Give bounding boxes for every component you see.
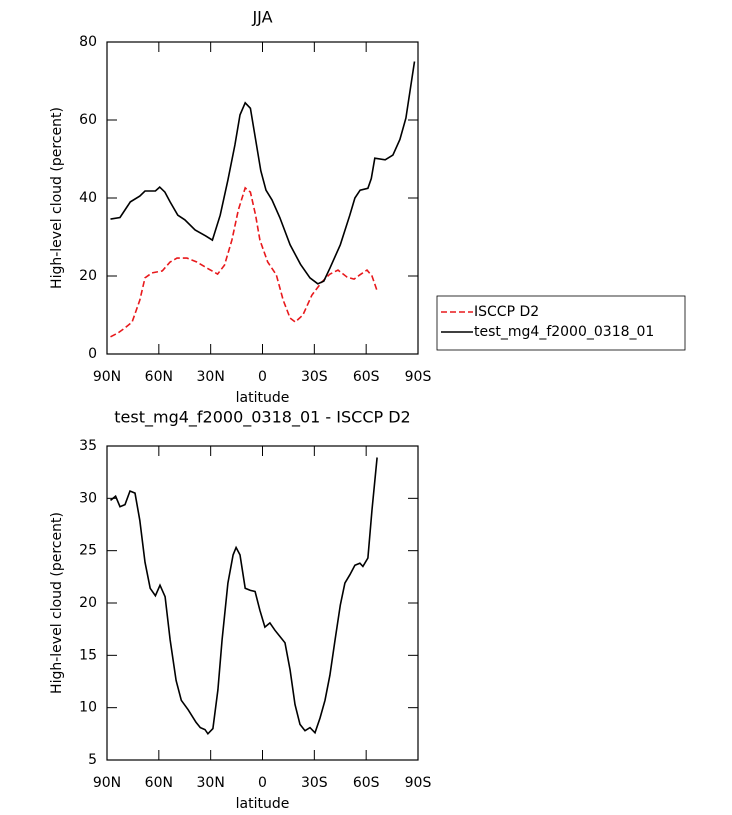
x-tick-label: 30N (197, 775, 225, 791)
x-tick-label: 60N (145, 775, 173, 791)
line-series (110, 186, 378, 338)
line-series (109, 457, 378, 736)
x-tick-label: 30S (301, 775, 328, 791)
y-tick-label: 0 (88, 346, 97, 362)
legend-label: test_mg4_f2000_0318_01 (474, 324, 654, 340)
line-series (110, 61, 416, 285)
legend-box (436, 295, 686, 351)
y-tick-label: 40 (79, 190, 97, 206)
x-tick-label: 60S (353, 369, 380, 385)
x-tick-label: 60S (353, 775, 380, 791)
y-tick-label: 20 (79, 268, 97, 284)
x-tick-label: 90N (93, 369, 121, 385)
chart-title: test_mg4_f2000_0318_01 - ISCCP D2 (114, 408, 410, 428)
y-tick-label: 15 (79, 647, 97, 663)
y-axis-label: High-level cloud (percent) (49, 512, 65, 694)
y-tick-label: 10 (79, 700, 97, 716)
y-axis-label: High-level cloud (percent) (49, 107, 65, 289)
x-tick-label: 0 (258, 775, 267, 791)
plot-frame (106, 41, 419, 355)
x-tick-label: 30S (301, 369, 328, 385)
x-tick-label: 30N (197, 369, 225, 385)
x-tick-label: 90S (405, 369, 432, 385)
x-tick-label: 0 (258, 369, 267, 385)
y-tick-label: 20 (79, 595, 97, 611)
x-tick-label: 90S (405, 775, 432, 791)
chart-title: JJA (251, 8, 272, 27)
y-tick-label: 35 (79, 438, 97, 454)
x-axis-label: latitude (236, 796, 290, 812)
x-tick-label: 60N (145, 369, 173, 385)
y-tick-label: 80 (79, 34, 97, 50)
x-tick-label: 90N (93, 775, 121, 791)
y-tick-label: 25 (79, 543, 97, 559)
legend-label: ISCCP D2 (474, 304, 539, 320)
y-tick-label: 60 (79, 112, 97, 128)
x-axis-label: latitude (236, 390, 290, 406)
y-tick-label: 30 (79, 490, 97, 506)
y-tick-label: 5 (88, 752, 97, 768)
plot-frame (106, 445, 419, 761)
